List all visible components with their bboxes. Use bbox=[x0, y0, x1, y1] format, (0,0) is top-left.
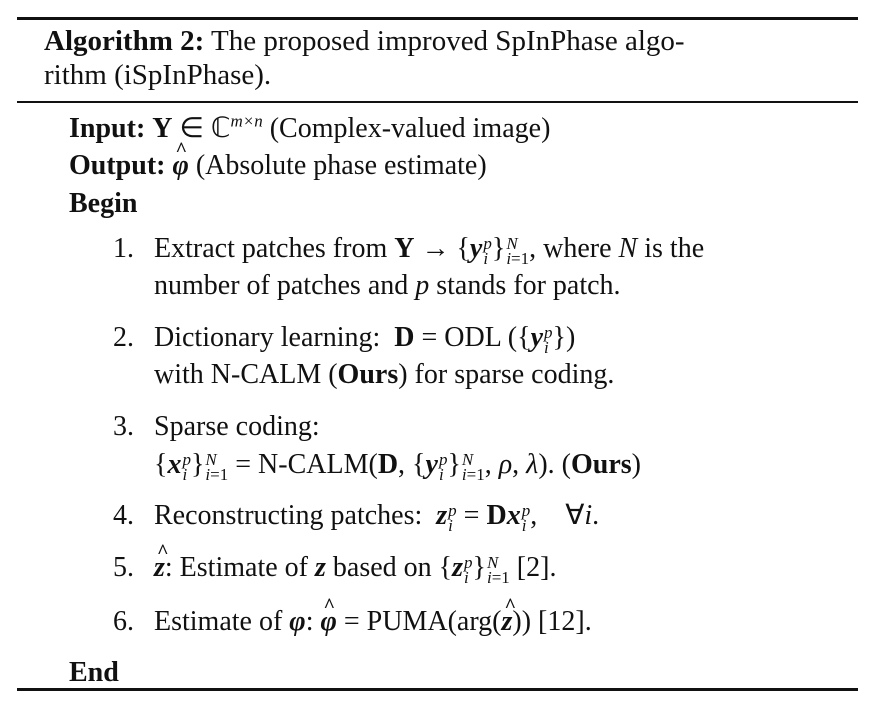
step-text: stands for patch. bbox=[436, 270, 621, 301]
citation: [12]. bbox=[538, 606, 592, 637]
step-number: 4. bbox=[113, 500, 134, 531]
step-text: Reconstructing patches: bbox=[154, 500, 423, 531]
algorithm-title-line1: The proposed improved SpInPhase algo- bbox=[211, 25, 685, 57]
step-text: based on bbox=[332, 552, 432, 583]
input-set: ℂ bbox=[210, 113, 231, 144]
ours-label: Ours bbox=[337, 359, 399, 390]
output-desc: (Absolute phase estimate) bbox=[195, 150, 487, 181]
ours-label: Ours bbox=[570, 449, 632, 480]
step-text: Dictionary learning: bbox=[154, 322, 381, 353]
step-text: , where bbox=[529, 233, 612, 264]
step-text: with N-CALM ( bbox=[154, 359, 338, 390]
step-number: 2. bbox=[113, 322, 134, 353]
output-label: Output: bbox=[69, 150, 166, 181]
input-desc: (Complex-valued image) bbox=[269, 113, 551, 144]
function-name: PUMA bbox=[366, 606, 448, 637]
step-1-line2: number of patches and p stands for patch… bbox=[154, 270, 621, 301]
output-symbol: φ bbox=[172, 133, 188, 183]
citation: [2]. bbox=[516, 552, 557, 583]
step-text: Estimate of bbox=[154, 606, 283, 637]
step-2-line1: Dictionary learning: D = ODL ({y p i}) bbox=[154, 322, 576, 357]
step-number: 1. bbox=[113, 233, 134, 264]
algorithm-title-line2: rithm (iSpInPhase). bbox=[44, 59, 272, 91]
step-text: = ODL ( bbox=[421, 322, 518, 353]
input-label: Input: bbox=[69, 113, 146, 144]
step-text: number of patches and bbox=[154, 270, 409, 301]
step-5-line: z: Estimate of z based on {zpi}Ni=1 [2]. bbox=[154, 535, 557, 586]
step-text: Extract patches from bbox=[154, 233, 388, 264]
step-2-line2: with N-CALM (Ours) for sparse coding. bbox=[154, 358, 614, 392]
step-number: 5. bbox=[113, 552, 134, 583]
end-keyword: End bbox=[69, 657, 119, 688]
header-rule bbox=[17, 101, 858, 103]
step-text: ) for sparse coding. bbox=[398, 359, 615, 390]
input-line: Input: Y ∈ ℂm×n (Complex-valued image) bbox=[69, 111, 551, 144]
step-3-line1: Sparse coding: bbox=[154, 411, 320, 442]
function-name: arg bbox=[456, 606, 493, 637]
step-number: 6. bbox=[113, 606, 134, 637]
algorithm-label: Algorithm 2: bbox=[44, 25, 205, 57]
step-6-line: Estimate of φ: φ = PUMA(arg(z)) [12]. bbox=[154, 589, 592, 639]
algorithm-caption: Algorithm 2: The proposed improved SpInP… bbox=[44, 24, 824, 92]
input-symbol: Y bbox=[152, 113, 173, 144]
input-dims: m×n bbox=[230, 111, 263, 131]
bottom-rule bbox=[17, 688, 858, 691]
output-line: Output: φ (Absolute phase estimate) bbox=[69, 133, 487, 183]
step-text: is the bbox=[644, 233, 705, 264]
step-text: : Estimate of bbox=[164, 552, 308, 583]
function-name: N-CALM bbox=[258, 449, 369, 480]
top-rule bbox=[17, 17, 858, 20]
step-number: 3. bbox=[113, 411, 134, 442]
begin-keyword: Begin bbox=[69, 188, 138, 219]
